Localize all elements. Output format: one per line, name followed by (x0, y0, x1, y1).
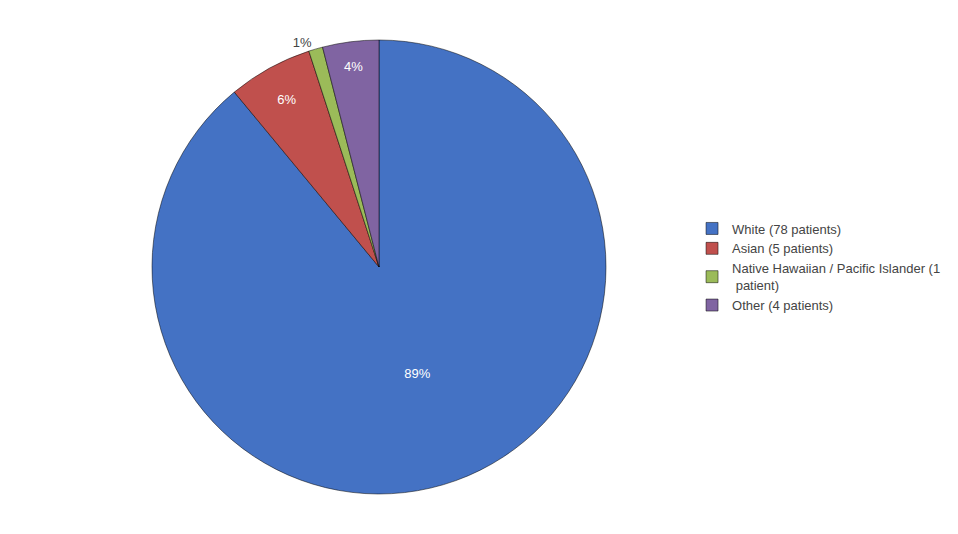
svg-text:Asian (5 patients): Asian (5 patients) (732, 241, 833, 256)
svg-text:89%: 89% (404, 366, 430, 381)
svg-text:4%: 4% (344, 59, 363, 74)
svg-text:Native Hawaiian / Pacific Isla: Native Hawaiian / Pacific Islander (1 pa… (732, 261, 940, 293)
svg-text:6%: 6% (277, 92, 296, 107)
svg-text:1%: 1% (293, 35, 312, 50)
svg-text:White (78 patients): White (78 patients) (732, 222, 841, 237)
svg-text:Other (4 patients): Other (4 patients) (732, 298, 833, 313)
